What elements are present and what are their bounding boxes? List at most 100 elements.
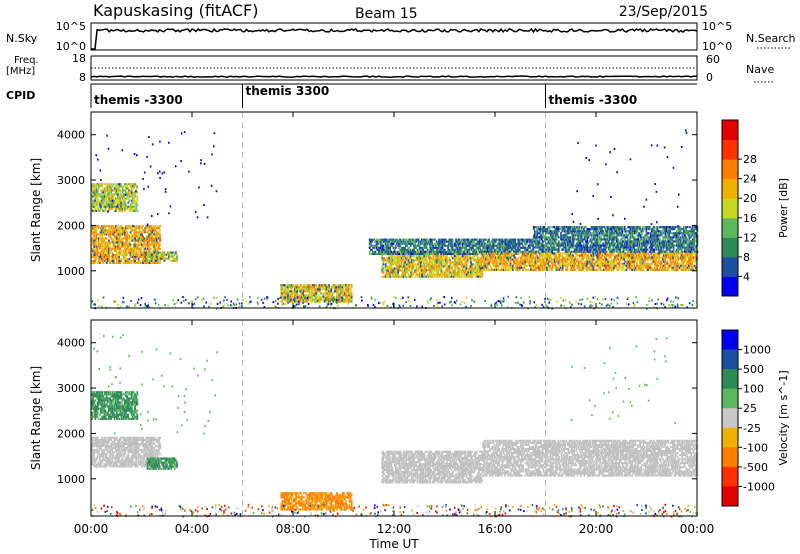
scatter-cell [484, 250, 487, 253]
scatter-cell [532, 266, 535, 269]
scatter-cell [481, 244, 483, 247]
scatter-cell [283, 286, 286, 289]
scatter-cell [121, 205, 124, 208]
scatter-cell [124, 209, 126, 212]
scatter-cell [564, 238, 567, 241]
scatter-cell [531, 262, 533, 265]
scatter-cell [130, 255, 133, 258]
scatter-cell [103, 247, 106, 250]
scatter-cell [680, 264, 682, 267]
scatter-cell [450, 273, 453, 276]
scatter-cell [436, 248, 439, 251]
scatter-cell [150, 239, 152, 242]
scatter-cell [114, 249, 117, 252]
scatter-cell [428, 251, 430, 254]
scatter-cell [128, 225, 131, 228]
scatter-cell [543, 266, 546, 269]
scatter-cell [607, 258, 610, 261]
scatter-cell [302, 294, 304, 297]
scatter-cell [444, 252, 447, 255]
scatter-cell [374, 252, 377, 255]
scatter-cell [392, 269, 395, 272]
scatter-cell [582, 264, 585, 267]
scatter-cell [622, 252, 624, 255]
scatter-cell [317, 294, 320, 297]
scatter-cell [546, 268, 548, 271]
scatter-cell [121, 197, 124, 200]
scatter-cell [465, 255, 468, 258]
scatter-cell [559, 226, 561, 229]
scatter-cell [124, 235, 126, 238]
scatter-cell [103, 195, 106, 198]
scatter-cell [489, 260, 491, 263]
scatter-cell [118, 197, 121, 200]
scatter-cell [129, 259, 132, 262]
scatter-cell [523, 256, 526, 259]
scatter-cell [472, 263, 475, 266]
scatter-cell [119, 189, 122, 192]
scatter-cell [647, 264, 649, 267]
scatter-cell [560, 228, 562, 231]
freq-tick-bottom: 8 [79, 71, 86, 84]
scatter-cell [417, 261, 420, 264]
scatter-cell [560, 254, 563, 257]
scatter-cell [304, 290, 306, 293]
scatter-cell [540, 234, 543, 237]
scatter-cell [456, 263, 459, 266]
scatter-cell [579, 264, 581, 267]
scatter-cell [501, 238, 504, 241]
scatter-cell [454, 257, 456, 260]
scatter-cell [399, 253, 402, 256]
scatter-cell [151, 259, 153, 262]
scatter-cell [116, 197, 118, 200]
scatter-cell [412, 255, 414, 258]
scatter-cell [680, 258, 682, 261]
scatter-cell [589, 260, 591, 263]
scatter-cell [386, 252, 389, 255]
scatter-cell [434, 273, 437, 276]
scatter-cell [490, 240, 493, 243]
scatter-cell [443, 242, 446, 245]
scatter-cell [159, 237, 161, 240]
scatter-cell [579, 266, 581, 269]
scatter-cell [639, 264, 641, 267]
scatter-cell [296, 284, 299, 287]
scatter-cell [535, 268, 538, 271]
scatter-cell [690, 260, 693, 263]
scatter-cell [553, 236, 556, 239]
scatter-cell [136, 187, 139, 190]
scatter-cell [514, 252, 516, 255]
scatter-cell [615, 264, 618, 267]
scatter-cell [97, 183, 100, 186]
scatter-cell [448, 248, 451, 251]
scatter-cell [589, 258, 591, 261]
scatter-cell [463, 271, 465, 274]
scatter-cell [106, 259, 109, 262]
scatter-cell [284, 294, 287, 297]
scatter-cell [577, 264, 580, 267]
scatter-cell [126, 207, 128, 210]
scatter-cell [93, 229, 96, 232]
scatter-cell [131, 247, 134, 250]
scatter-cell [382, 271, 385, 274]
scatter-cell [484, 264, 487, 267]
scatter-cell [600, 258, 603, 261]
scatter-cell [155, 259, 158, 262]
scatter-cell [93, 189, 96, 192]
scatter-cell [621, 266, 623, 269]
scatter-cell [119, 247, 122, 250]
scatter-cell [451, 257, 454, 260]
scatter-cell [422, 269, 425, 272]
scatter-cell [417, 238, 420, 241]
scatter-cell [625, 264, 628, 267]
scatter-cell [579, 254, 581, 257]
scatter-cell [566, 256, 569, 259]
scatter-cell [627, 260, 630, 263]
scatter-cell [556, 230, 559, 233]
scatter-cell [506, 240, 508, 243]
scatter-cell [452, 248, 455, 251]
scatter-cell [121, 237, 124, 240]
scatter-cell [535, 266, 538, 269]
scatter-cell [634, 268, 637, 271]
scatter-cell [507, 258, 510, 261]
